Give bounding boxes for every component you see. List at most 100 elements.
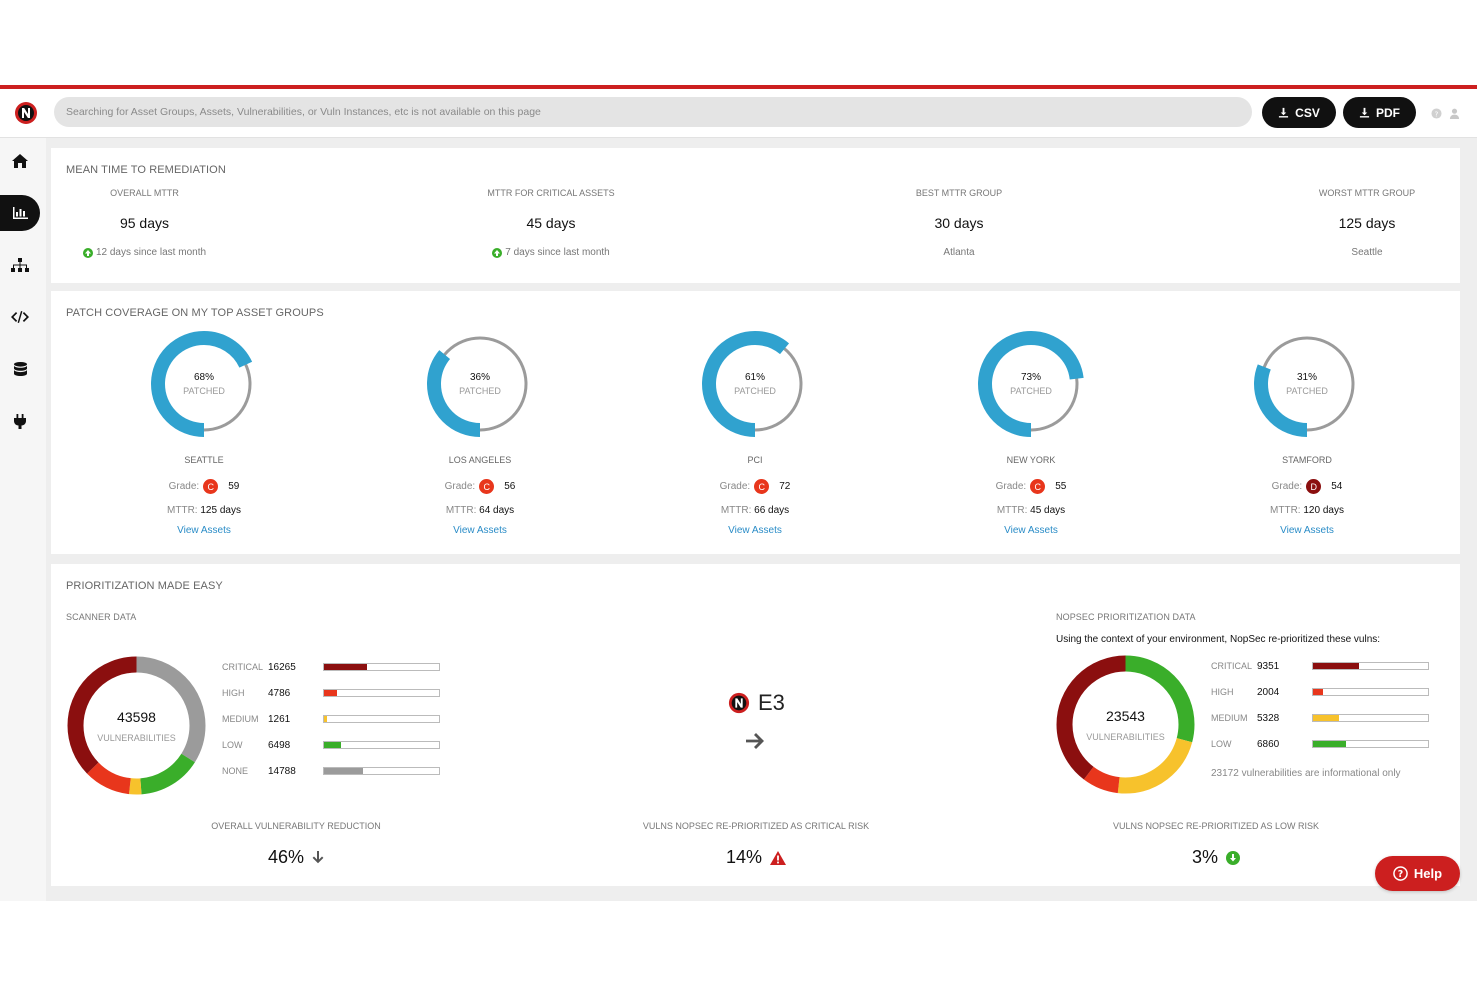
view-assets-link[interactable]: View Assets [728, 525, 782, 536]
best-mttr-value: 30 days [934, 215, 984, 231]
severity-count: 5328 [1257, 712, 1280, 724]
severity-segment [1056, 655, 1195, 794]
patched-percent: 61% [744, 372, 765, 383]
csv-download-button[interactable]: CSV [1262, 97, 1336, 128]
best-mttr-metric: BEST MTTR GROUP 30 days Atlanta [859, 188, 1059, 258]
database-icon [13, 362, 27, 376]
code-icon [11, 311, 29, 323]
asset-group: STAMFORD Grade: D 54 MTTR: 120 days View Asse… [1207, 455, 1407, 536]
patched-arc [978, 331, 1084, 437]
severity-bar [1312, 662, 1429, 670]
prioritization-title: PRIORITIZATION MADE EASY [66, 580, 223, 592]
severity-bar-fill [324, 664, 367, 670]
patched-arc [1254, 331, 1360, 437]
nav-reports[interactable] [0, 195, 40, 231]
nopsec-total-label: VULNERABILITIES [1086, 731, 1165, 742]
severity-bar [323, 767, 440, 775]
nav-asset-groups[interactable] [0, 247, 40, 283]
severity-label: MEDIUM [1211, 713, 1248, 723]
critical-mttr-change: 7 days since last month [451, 247, 651, 258]
severity-row: LOW 6860 [1211, 737, 1429, 751]
nopsec-data-title: NOPSEC PRIORITIZATION DATA [1056, 612, 1196, 622]
help-button[interactable]: ? Help [1375, 856, 1460, 891]
reduction-label: OVERALL VULNERABILITY REDUCTION [211, 821, 381, 831]
overall-mttr-metric: OVERALL MTTR 95 days 12 days since last … [51, 188, 238, 258]
patched-caption: PATCHED [734, 386, 776, 396]
severity-label: HIGH [1211, 687, 1234, 697]
asset-group: SEATTLE Grade: C 59 MTTR: 125 days View Asset… [104, 455, 304, 536]
help-label: Help [1413, 866, 1443, 881]
grade-label: Grade: [719, 481, 751, 492]
asset-group-grade: Grade: C 55 [931, 479, 1131, 494]
mttr-value: 66 days [754, 505, 790, 516]
nopsec-logo-icon [728, 692, 750, 714]
severity-bar [1312, 688, 1429, 696]
severity-bar-fill [324, 742, 342, 748]
patched-percent: 68% [193, 372, 214, 383]
severity-label: HIGH [222, 688, 245, 698]
view-assets-link[interactable]: View Assets [177, 525, 231, 536]
severity-count: 1261 [268, 713, 291, 725]
severity-count: 6860 [1257, 738, 1280, 750]
nav-code[interactable] [0, 299, 40, 335]
home-icon [12, 154, 28, 168]
severity-bar-fill [1313, 689, 1324, 695]
green-arrow-up-icon [492, 247, 503, 258]
patch-donut: 61% PATCHED [700, 329, 810, 439]
scanner-total-label: VULNERABILITIES [97, 732, 176, 743]
patched-percent: 73% [1020, 372, 1041, 383]
patch-donut-chart [427, 331, 533, 437]
low-reprioritized-stat: 3% [1192, 847, 1241, 868]
view-assets-link[interactable]: View Assets [1280, 525, 1334, 536]
patch-donut-chart [978, 331, 1084, 437]
severity-segment [67, 656, 206, 795]
nopsec-logo-icon[interactable] [14, 101, 38, 125]
grade-label: Grade: [995, 481, 1027, 492]
patch-donut: 31% PATCHED [1252, 329, 1362, 439]
pdf-download-button[interactable]: PDF [1343, 97, 1416, 128]
nav-home[interactable] [0, 143, 40, 179]
critical-mttr-change-text: 7 days since last month [505, 247, 610, 258]
patch-title: PATCH COVERAGE ON MY TOP ASSET GROUPS [66, 307, 324, 319]
reduction-stat: 46% [268, 847, 324, 868]
user-icon[interactable] [1449, 108, 1460, 119]
asset-group-mttr: MTTR: 66 days [655, 505, 855, 516]
grade-label: Grade: [168, 481, 200, 492]
view-assets-link[interactable]: View Assets [1004, 525, 1058, 536]
mttr-label: MTTR: [720, 505, 752, 516]
mttr-title: MEAN TIME TO REMEDIATION [66, 164, 226, 176]
best-mttr-group-link[interactable]: Atlanta [943, 247, 975, 258]
critical-reprioritized-value: 14% [726, 847, 763, 867]
help-circle-icon[interactable]: ? [1431, 108, 1442, 119]
mttr-label: MTTR: [996, 505, 1028, 516]
nopsec-donut: 23543 VULNERABILITIES [1055, 654, 1196, 795]
view-assets-link[interactable]: View Assets [453, 525, 507, 536]
search-input[interactable] [54, 97, 1252, 127]
severity-bar-fill [1313, 741, 1347, 747]
mttr-value: 45 days [1030, 505, 1066, 516]
asset-group-name: PCI [747, 455, 763, 465]
patched-arc [427, 331, 533, 437]
patch-donut: 36% PATCHED [425, 329, 535, 439]
critical-mttr-value: 45 days [526, 215, 576, 231]
grade-badge: D [1306, 479, 1322, 494]
mttr-card: MEAN TIME TO REMEDIATION OVERALL MTTR 95… [51, 148, 1460, 283]
worst-mttr-group-link[interactable]: Seattle [1351, 247, 1383, 258]
asset-group-name: SEATTLE [184, 455, 224, 465]
severity-segment [67, 656, 206, 795]
severity-row: CRITICAL 9351 [1211, 659, 1429, 673]
severity-bar [1312, 740, 1429, 748]
severity-count: 2004 [1257, 686, 1280, 698]
nav-database[interactable] [0, 351, 40, 387]
asset-group-grade: Grade: C 56 [380, 479, 580, 494]
severity-segment [1056, 655, 1195, 794]
patched-arc [151, 331, 257, 437]
download-icon [1279, 107, 1289, 118]
critical-reprioritized-label: VULNS NOPSEC RE-PRIORITIZED AS CRITICAL … [642, 821, 870, 831]
green-arrow-up-icon [82, 247, 93, 258]
severity-bar [323, 663, 440, 671]
nav-integrations[interactable] [0, 403, 40, 439]
severity-bar [323, 741, 440, 749]
severity-bar-fill [1313, 663, 1359, 669]
nopsec-subtitle: Using the context of your environment, N… [1056, 634, 1381, 645]
